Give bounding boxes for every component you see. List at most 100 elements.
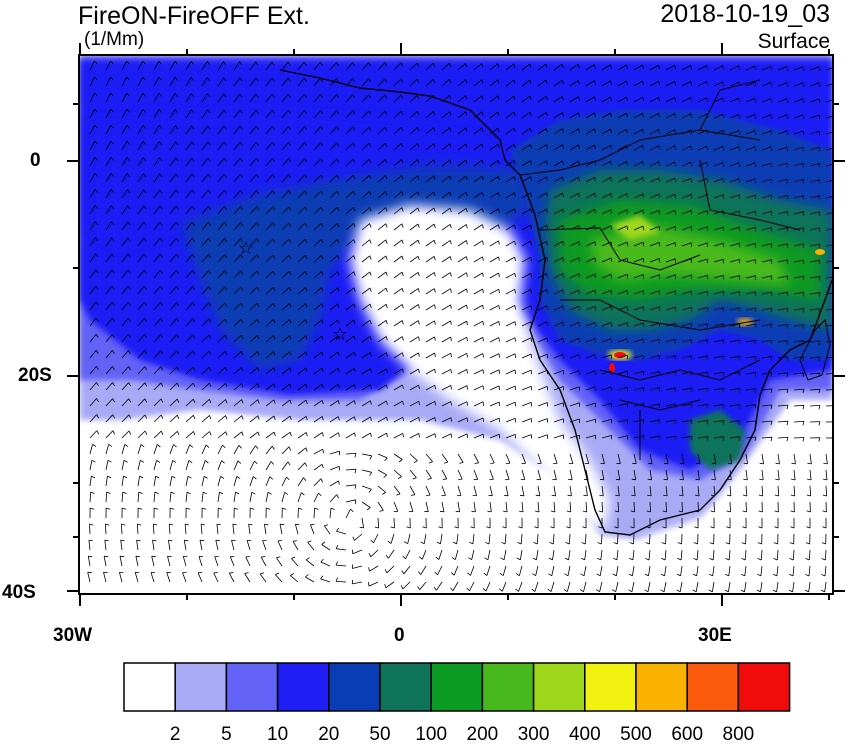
wind-barb (617, 322, 628, 327)
wind-barb-flag (418, 304, 420, 309)
wind-barb (793, 340, 804, 343)
wind-barb-flag (386, 368, 388, 373)
wind-barb (473, 95, 483, 103)
wind-barb (153, 125, 160, 135)
wind-barb (281, 399, 291, 407)
wind-barb (633, 112, 643, 119)
wind-barb (457, 143, 467, 151)
wind-barb-flag (550, 510, 555, 513)
wind-barb-flag (239, 125, 243, 130)
wind-barb-flag (513, 111, 516, 117)
wind-barb (425, 223, 435, 231)
wind-barb (264, 524, 267, 535)
wind-barb-flag (368, 489, 372, 493)
wind-barb (489, 485, 493, 496)
wind-barb (201, 366, 210, 375)
wind-barb-flag (770, 388, 773, 393)
wind-barb-flag (612, 573, 617, 577)
wind-barb (441, 288, 451, 295)
station-star-icon: ☆ (332, 324, 348, 345)
wind-barb-flag (160, 350, 164, 355)
wind-barb (441, 79, 450, 87)
wind-barb-flag (804, 589, 809, 593)
wind-barb-flag (417, 239, 420, 245)
wind-barb-flag (442, 478, 447, 480)
wind-barb-flag (615, 478, 620, 481)
wind-barb (201, 302, 210, 311)
wind-barb-flag (175, 173, 179, 178)
wind-barb-flag (471, 510, 476, 513)
wind-barb-flag (288, 238, 292, 243)
wind-barb (425, 417, 436, 423)
wind-barb (137, 444, 142, 455)
wind-barb-flag (534, 526, 539, 529)
wind-barb (569, 321, 580, 327)
wind-barb-flag (433, 223, 436, 229)
wind-barb (233, 190, 241, 199)
wind-barb-flag (770, 324, 773, 329)
wind-barb (405, 549, 411, 560)
wind-barb (185, 476, 189, 487)
wind-barb-flag (386, 433, 388, 438)
wind-barb (729, 388, 740, 391)
wind-barb-flag (244, 572, 249, 574)
colorbar-swatch (276, 662, 330, 712)
wind-barb (729, 323, 740, 327)
wind-barb (457, 95, 466, 103)
wind-barb (649, 96, 659, 103)
colorbar-label: 100 (415, 724, 448, 745)
wind-barb (711, 581, 715, 592)
wind-barb-flag (497, 127, 500, 133)
wind-barb (137, 350, 145, 359)
wind-barb-flag (433, 143, 436, 148)
wind-barb-flag (240, 318, 244, 323)
wind-barb (152, 523, 155, 535)
wind-barb (616, 549, 619, 560)
wind-barb-flag (225, 367, 228, 372)
wind-barb (425, 78, 434, 87)
wind-barb-flag (642, 145, 644, 150)
wind-barb-flag (486, 526, 491, 529)
wind-barb (521, 369, 532, 375)
wind-barb (265, 319, 274, 327)
wind-barb-flag (138, 491, 143, 494)
wind-barb-flag (531, 588, 536, 592)
wind-barb (89, 382, 97, 391)
wind-barb (777, 453, 780, 464)
wind-barb (585, 273, 596, 279)
wind-barb (649, 501, 651, 513)
wind-barb-flag (354, 484, 357, 489)
wind-barb-flag (566, 510, 571, 513)
wind-barb (361, 485, 372, 490)
wind-barb (457, 63, 466, 71)
wind-barb-flag (465, 111, 468, 116)
wind-barb (249, 93, 257, 103)
wind-barb-flag (256, 174, 259, 179)
wind-barb (329, 383, 339, 391)
wind-barb-flag (223, 77, 227, 82)
wind-barb (441, 207, 451, 215)
wind-barb-flag (110, 125, 114, 129)
wind-barb (185, 286, 193, 295)
wind-barb-flag (546, 176, 548, 181)
wind-barb-flag (629, 542, 634, 545)
wind-barb (809, 211, 820, 215)
wind-barb (665, 209, 676, 215)
wind-barb (265, 431, 275, 439)
wind-barb (553, 321, 564, 327)
wind-barb (393, 255, 403, 263)
wind-barb-flag (711, 462, 716, 465)
wind-barb-flag (235, 491, 240, 495)
wind-barb-flag (257, 383, 260, 388)
wind-barb (695, 581, 699, 592)
wind-barb-flag (160, 430, 164, 435)
wind-barb (281, 446, 290, 455)
wind-barb (697, 371, 708, 375)
wind-barb (281, 287, 290, 295)
wind-barb (153, 444, 158, 455)
wind-barb (617, 533, 619, 545)
wind-barb (377, 501, 384, 511)
wind-barb (281, 303, 290, 311)
wind-barb (361, 271, 371, 279)
wind-barb-flag (459, 462, 464, 464)
